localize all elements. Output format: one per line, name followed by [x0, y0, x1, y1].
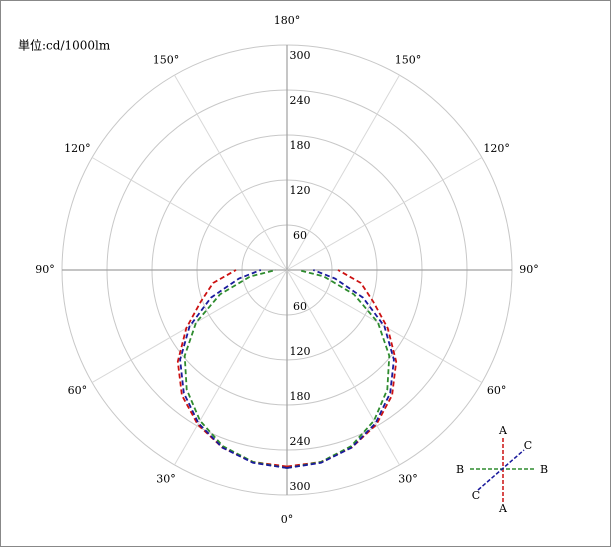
angle-label: 180°: [274, 14, 301, 27]
legend-c-line: [477, 449, 525, 491]
angle-label: 90°: [35, 263, 55, 276]
r-tick-label: 240: [290, 94, 311, 107]
r-tick-label: 240: [290, 435, 311, 448]
grid-spoke: [174, 269, 288, 466]
angle-label: 150°: [153, 53, 180, 66]
r-tick-label: 60: [293, 229, 307, 242]
legend-label: B: [456, 463, 464, 476]
r-tick-label: 60: [293, 300, 307, 313]
angle-label: 0°: [281, 513, 294, 526]
grid-spoke: [286, 269, 400, 466]
angle-label: 150°: [395, 53, 422, 66]
legend-label: C: [472, 489, 480, 502]
grid-spoke: [91, 157, 288, 271]
angle-label: 60°: [68, 384, 88, 397]
angle-label: 90°: [519, 263, 539, 276]
grid-spoke: [174, 74, 288, 271]
series-curve: [286, 269, 391, 469]
legend-label: A: [498, 424, 508, 437]
angle-label: 60°: [487, 384, 507, 397]
legend-label: A: [498, 502, 508, 515]
legend: A A B B C C: [456, 424, 548, 515]
series-curve: [183, 269, 288, 469]
series-curve: [179, 269, 288, 469]
legend-label: C: [524, 439, 532, 452]
legend-label: B: [540, 463, 548, 476]
angle-label: 30°: [156, 473, 176, 486]
grid-spoke: [286, 74, 400, 271]
r-tick-label: 120: [290, 184, 311, 197]
grid-spoke: [286, 157, 483, 271]
angle-label: 30°: [398, 473, 418, 486]
series-curve: [286, 269, 395, 469]
r-tick-label: 180: [290, 390, 311, 403]
unit-label: 単位:cd/1000lm: [18, 38, 111, 53]
r-tick-label: 300: [290, 480, 311, 493]
angle-label: 120°: [64, 142, 91, 155]
r-tick-label: 120: [290, 345, 311, 358]
r-tick-label: 300: [290, 49, 311, 62]
angle-label: 120°: [483, 142, 510, 155]
r-tick-label: 180: [290, 139, 311, 152]
